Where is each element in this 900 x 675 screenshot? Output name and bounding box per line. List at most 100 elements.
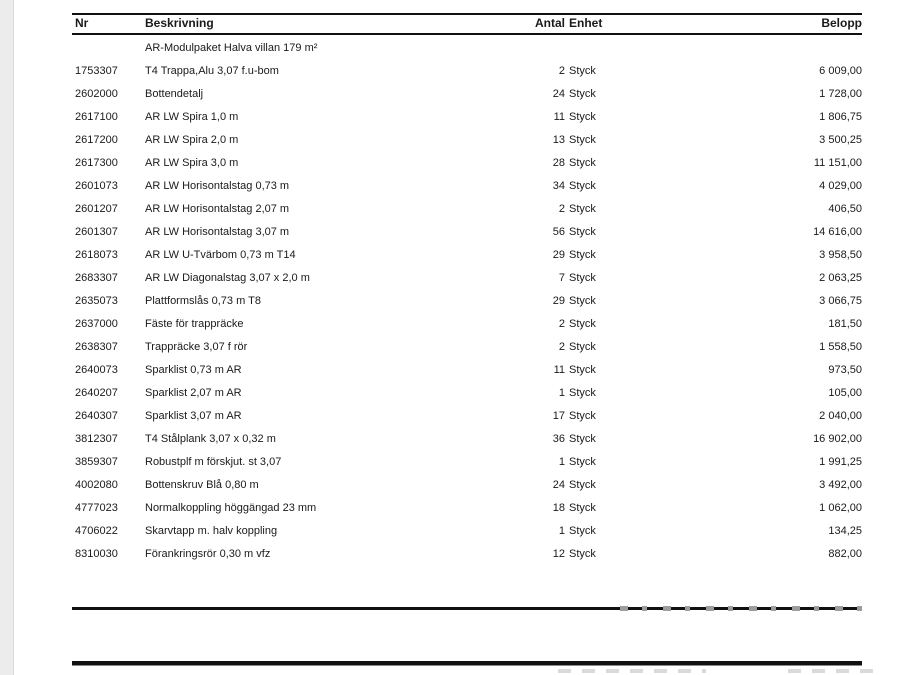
- item-quantity: 56: [552, 226, 565, 238]
- item-unit: Styck: [569, 295, 596, 307]
- item-number: 8310030: [75, 548, 118, 560]
- item-quantity: 12: [552, 548, 565, 560]
- page-bottom-rule: [72, 661, 862, 666]
- item-number: 2640207: [75, 387, 118, 399]
- item-number: 3859307: [75, 456, 118, 468]
- item-amount: 1 806,75: [819, 111, 862, 123]
- item-description: AR LW Spira 2,0 m: [145, 134, 239, 146]
- item-quantity: 36: [552, 433, 565, 445]
- item-number: 2617200: [75, 134, 118, 146]
- item-description: Fäste för trappräcke: [145, 318, 244, 330]
- item-number: 2601073: [75, 180, 118, 192]
- item-description: T4 Stålplank 3,07 x 0,32 m: [145, 433, 276, 445]
- item-unit: Styck: [569, 456, 596, 468]
- table-row: 1753307 T4 Trappa,Alu 3,07 f.u-bom 2 Sty…: [72, 60, 862, 83]
- item-quantity: 2: [558, 318, 565, 330]
- item-amount: 4 029,00: [819, 180, 862, 192]
- item-unit: Styck: [569, 249, 596, 261]
- item-number: 2618073: [75, 249, 118, 261]
- price-table: Nr Beskrivning Antal Enhet Belopp AR-Mod…: [72, 0, 882, 675]
- item-description: AR LW Horisontalstag 2,07 m: [145, 203, 290, 215]
- item-amount: 1 062,00: [819, 502, 862, 514]
- table-row: 2638307 Trappräcke 3,07 f rör 2 Styck 1 …: [72, 336, 862, 359]
- item-description: AR LW Horisontalstag 3,07 m: [145, 226, 290, 238]
- item-unit: Styck: [569, 479, 596, 491]
- item-number: 3812307: [75, 433, 118, 445]
- item-description: Bottenskruv Blå 0,80 m: [145, 479, 259, 491]
- item-description: Trappräcke 3,07 f rör: [145, 341, 248, 353]
- item-amount: 2 040,00: [819, 410, 862, 422]
- item-amount: 3 500,25: [819, 134, 862, 146]
- table-row: 2617100 AR LW Spira 1,0 m 11 Styck 1 806…: [72, 106, 862, 129]
- header-belopp: Belopp: [821, 16, 862, 30]
- item-number: 2637000: [75, 318, 118, 330]
- item-number: 2602000: [75, 88, 118, 100]
- item-description: Plattformslås 0,73 m T8: [145, 295, 261, 307]
- item-number: 2601307: [75, 226, 118, 238]
- table-row: 2640073 Sparklist 0,73 m AR 11 Styck 973…: [72, 359, 862, 382]
- item-quantity: 11: [553, 111, 565, 123]
- document-page: Nr Beskrivning Antal Enhet Belopp AR-Mod…: [14, 0, 900, 675]
- table-row: 8310030 Förankringsrör 0,30 m vfz 12 Sty…: [72, 543, 862, 566]
- item-description: AR LW Spira 1,0 m: [145, 111, 239, 123]
- item-description: Skarvtapp m. halv koppling: [145, 525, 278, 537]
- item-number: 2617100: [75, 111, 118, 123]
- item-unit: Styck: [569, 180, 596, 192]
- table-row: 2617300 AR LW Spira 3,0 m 28 Styck 11 15…: [72, 152, 862, 175]
- table-row: 4777023 Normalkoppling höggängad 23 mm 1…: [72, 497, 862, 520]
- table-row: 2601307 AR LW Horisontalstag 3,07 m 56 S…: [72, 221, 862, 244]
- table-row: 2640307 Sparklist 3,07 m AR 17 Styck 2 0…: [72, 405, 862, 428]
- item-quantity: 29: [552, 249, 565, 261]
- item-quantity: 2: [558, 203, 565, 215]
- item-unit: Styck: [569, 65, 596, 77]
- item-description: Sparklist 0,73 m AR: [145, 364, 242, 376]
- item-quantity: 28: [552, 157, 565, 169]
- table-row: 4706022 Skarvtapp m. halv koppling 1 Sty…: [72, 520, 862, 543]
- table-top-rule: [72, 13, 862, 15]
- item-unit: Styck: [569, 387, 596, 399]
- item-unit: Styck: [569, 272, 596, 284]
- table-header-row: Nr Beskrivning Antal Enhet Belopp: [72, 14, 862, 33]
- item-quantity: 1: [558, 387, 565, 399]
- header-enhet: Enhet: [569, 16, 603, 30]
- table-row: 2637000 Fäste för trappräcke 2 Styck 181…: [72, 313, 862, 336]
- table-row: 3812307 T4 Stålplank 3,07 x 0,32 m 36 St…: [72, 428, 862, 451]
- item-quantity: 17: [552, 410, 565, 422]
- item-unit: Styck: [569, 111, 596, 123]
- item-amount: 1 558,50: [819, 341, 862, 353]
- item-quantity: 18: [552, 502, 565, 514]
- item-description: AR-Modulpaket Halva villan 179 m²: [145, 42, 318, 54]
- header-underline-rule: [72, 33, 862, 35]
- watermark-artifact: [620, 606, 876, 611]
- item-description: Sparklist 3,07 m AR: [145, 410, 242, 422]
- item-number: 2617300: [75, 157, 118, 169]
- item-description: Sparklist 2,07 m AR: [145, 387, 242, 399]
- item-amount: 406,50: [828, 203, 862, 215]
- item-number: 1753307: [75, 65, 118, 77]
- item-amount: 134,25: [828, 525, 862, 537]
- item-number: 4002080: [75, 479, 118, 491]
- item-amount: 2 063,25: [819, 272, 862, 284]
- item-amount: 3 066,75: [819, 295, 862, 307]
- item-number: 2638307: [75, 341, 118, 353]
- item-unit: Styck: [569, 548, 596, 560]
- item-quantity: 34: [552, 180, 565, 192]
- item-amount: 6 009,00: [819, 65, 862, 77]
- item-amount: 3 492,00: [819, 479, 862, 491]
- item-amount: 14 616,00: [813, 226, 862, 238]
- item-quantity: 1: [558, 525, 565, 537]
- item-number: 2640307: [75, 410, 118, 422]
- item-unit: Styck: [569, 525, 596, 537]
- item-unit: Styck: [569, 203, 596, 215]
- header-nr: Nr: [75, 16, 89, 30]
- item-description: Förankringsrör 0,30 m vfz: [145, 548, 271, 560]
- item-unit: Styck: [569, 134, 596, 146]
- item-number: 2601207: [75, 203, 118, 215]
- item-unit: Styck: [569, 502, 596, 514]
- item-unit: Styck: [569, 341, 596, 353]
- table-row: 3859307 Robustplf m förskjut. st 3,07 1 …: [72, 451, 862, 474]
- header-antal: Antal: [535, 16, 565, 30]
- item-description: AR LW Horisontalstag 0,73 m: [145, 180, 290, 192]
- item-description: Normalkoppling höggängad 23 mm: [145, 502, 317, 514]
- item-quantity: 24: [552, 479, 565, 491]
